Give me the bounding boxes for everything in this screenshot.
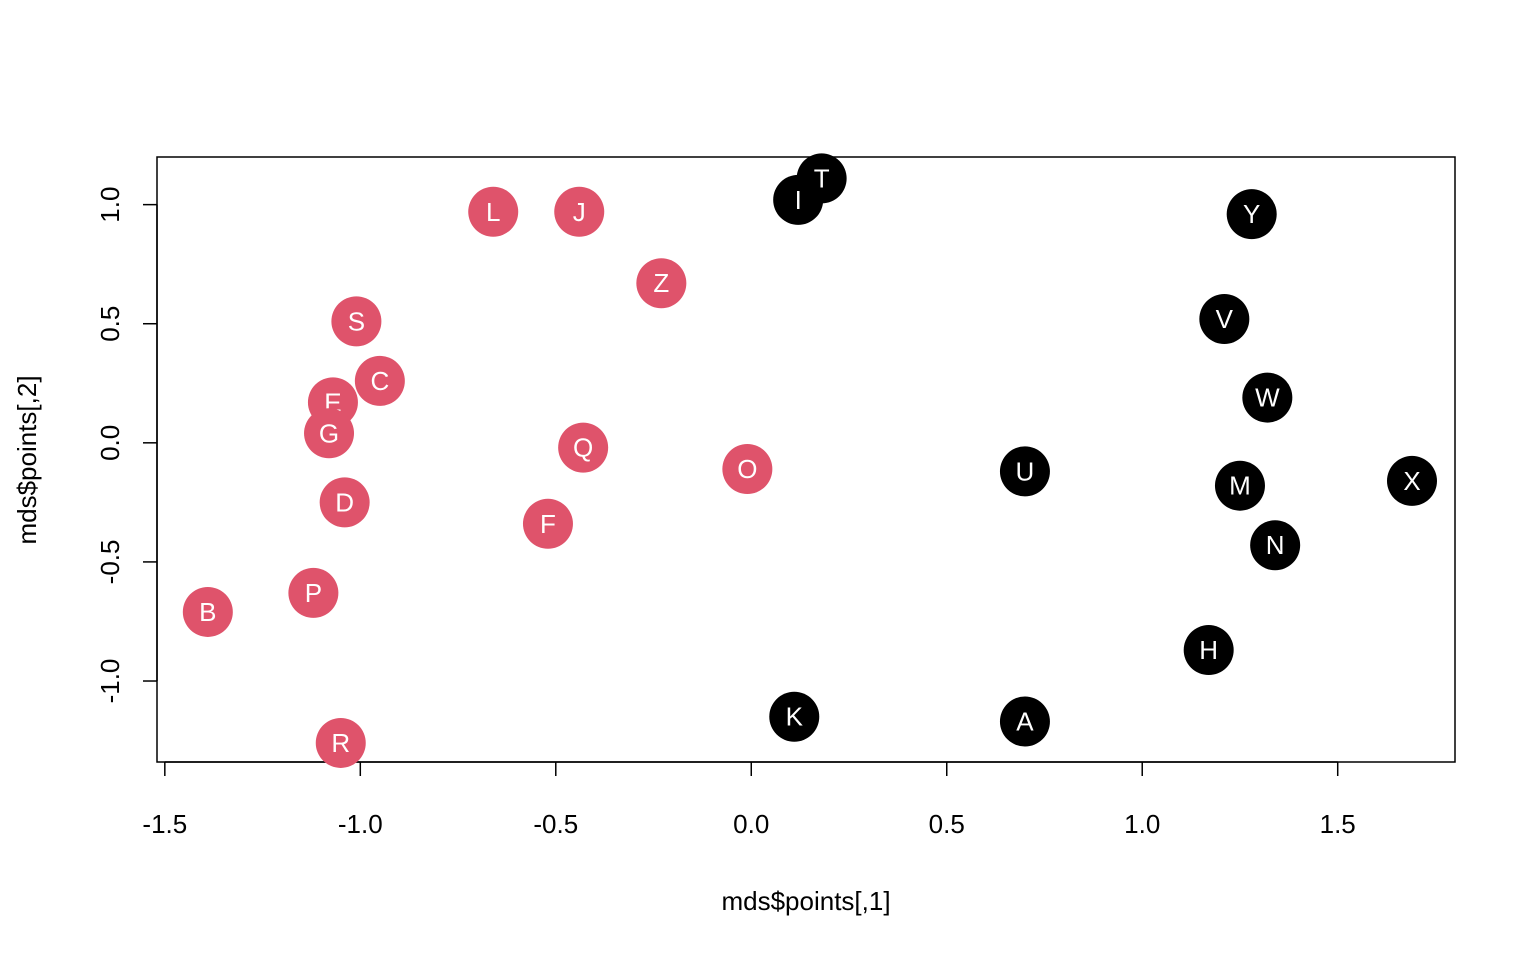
point-marker bbox=[468, 186, 519, 237]
point-l: L bbox=[468, 186, 519, 237]
point-marker bbox=[315, 717, 366, 768]
point-o: O bbox=[722, 444, 773, 495]
x-tick-label: 1.5 bbox=[1320, 809, 1356, 839]
point-z: Z bbox=[636, 258, 687, 309]
point-label: K bbox=[786, 702, 804, 732]
point-marker bbox=[319, 477, 370, 528]
point-marker bbox=[1214, 460, 1265, 511]
point-label: D bbox=[335, 487, 354, 517]
point-label: Q bbox=[573, 433, 593, 463]
point-marker bbox=[1250, 520, 1301, 571]
y-tick-label: -0.5 bbox=[95, 540, 125, 585]
x-tick-label: 0.5 bbox=[929, 809, 965, 839]
y-axis-label: mds$points[,2] bbox=[12, 375, 42, 544]
point-s: S bbox=[331, 296, 382, 347]
point-b: B bbox=[182, 586, 233, 637]
point-label: C bbox=[370, 366, 389, 396]
y-tick-label: 0.0 bbox=[95, 425, 125, 461]
point-c: C bbox=[354, 355, 405, 406]
point-marker bbox=[1386, 455, 1437, 506]
point-label: M bbox=[1229, 471, 1251, 501]
point-label: G bbox=[319, 418, 339, 448]
point-w: W bbox=[1242, 372, 1293, 423]
point-q: Q bbox=[558, 422, 609, 473]
point-label: A bbox=[1016, 707, 1034, 737]
point-label: H bbox=[1199, 635, 1218, 665]
point-label: L bbox=[486, 197, 500, 227]
point-marker bbox=[1199, 293, 1250, 344]
point-d: D bbox=[319, 477, 370, 528]
y-tick-label: 1.0 bbox=[95, 187, 125, 223]
point-f: F bbox=[522, 498, 573, 549]
point-marker bbox=[1242, 372, 1293, 423]
point-marker bbox=[769, 691, 820, 742]
x-tick-label: 0.0 bbox=[733, 809, 769, 839]
x-tick-label: -0.5 bbox=[533, 809, 578, 839]
point-v: V bbox=[1199, 293, 1250, 344]
point-marker bbox=[522, 498, 573, 549]
point-label: I bbox=[795, 185, 802, 215]
point-marker bbox=[554, 186, 605, 237]
point-u: U bbox=[999, 446, 1050, 497]
point-marker bbox=[1226, 189, 1277, 240]
point-label: Y bbox=[1243, 199, 1260, 229]
plot-frame bbox=[156, 156, 1456, 763]
point-marker bbox=[288, 567, 339, 618]
point-marker bbox=[354, 355, 405, 406]
x-axis: -1.5 -1.0 -0.5 0.0 0.5 1.0 1.5 bbox=[142, 761, 1356, 839]
point-label: B bbox=[199, 597, 216, 627]
point-label: V bbox=[1216, 304, 1234, 334]
point-g: G bbox=[304, 408, 355, 459]
point-h: H bbox=[1183, 625, 1234, 676]
point-label: J bbox=[573, 197, 586, 227]
point-marker bbox=[331, 296, 382, 347]
x-tick-label: 1.0 bbox=[1124, 809, 1160, 839]
point-p: P bbox=[288, 567, 339, 618]
point-marker bbox=[999, 446, 1050, 497]
point-i: I bbox=[773, 174, 824, 225]
point-label: P bbox=[305, 578, 322, 608]
point-a: A bbox=[999, 696, 1050, 747]
point-label: N bbox=[1266, 530, 1285, 560]
point-label: W bbox=[1255, 383, 1280, 413]
point-r: R bbox=[315, 717, 366, 768]
point-y: Y bbox=[1226, 189, 1277, 240]
y-tick-label: 0.5 bbox=[95, 306, 125, 342]
point-marker bbox=[999, 696, 1050, 747]
point-label: X bbox=[1403, 466, 1420, 496]
point-label: S bbox=[348, 306, 365, 336]
point-n: N bbox=[1250, 520, 1301, 571]
point-k: K bbox=[769, 691, 820, 742]
point-marker bbox=[722, 444, 773, 495]
y-axis: -1.0 -0.5 0.0 0.5 1.0 bbox=[95, 187, 158, 704]
point-marker bbox=[182, 586, 233, 637]
point-label: F bbox=[540, 509, 556, 539]
point-marker bbox=[558, 422, 609, 473]
point-marker bbox=[1183, 625, 1234, 676]
x-axis-label: mds$points[,1] bbox=[721, 886, 890, 916]
point-x: X bbox=[1386, 455, 1437, 506]
point-label: R bbox=[331, 728, 350, 758]
point-label: O bbox=[737, 454, 757, 484]
point-j: J bbox=[554, 186, 605, 237]
point-m: M bbox=[1214, 460, 1265, 511]
point-marker bbox=[304, 408, 355, 459]
y-tick-label: -1.0 bbox=[95, 659, 125, 704]
point-label: U bbox=[1016, 456, 1035, 486]
point-label: Z bbox=[653, 268, 669, 298]
x-tick-label: -1.0 bbox=[338, 809, 383, 839]
point-marker bbox=[636, 258, 687, 309]
point-marker bbox=[773, 174, 824, 225]
x-tick-label: -1.5 bbox=[142, 809, 187, 839]
